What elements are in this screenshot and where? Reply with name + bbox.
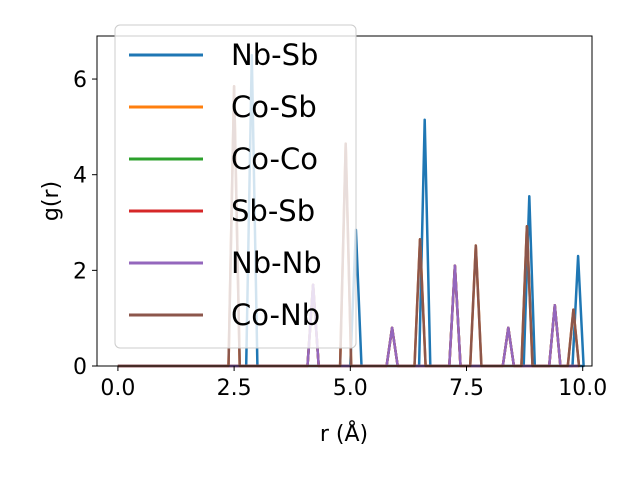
legend-label-nb-sb: Nb-Sb bbox=[231, 38, 318, 72]
x-axis: 0.0 2.5 5.0 7.5 10.0 bbox=[100, 366, 607, 401]
y-tick-label: 0 bbox=[73, 355, 87, 380]
legend-label-sb-sb: Sb-Sb bbox=[231, 194, 315, 228]
y-tick-label: 6 bbox=[73, 68, 87, 93]
legend-label-co-co: Co-Co bbox=[231, 142, 318, 176]
y-axis-title: g(r) bbox=[39, 181, 64, 221]
legend: Nb-Sb Co-Sb Co-Co Sb-Sb Nb-Nb Co-Nb bbox=[114, 24, 357, 349]
x-tick-label: 7.5 bbox=[449, 376, 484, 401]
y-tick-label: 4 bbox=[73, 164, 87, 189]
x-tick-label: 0.0 bbox=[100, 376, 135, 401]
x-tick-label: 10.0 bbox=[558, 376, 607, 401]
x-tick-label: 5.0 bbox=[333, 376, 368, 401]
y-axis: 0 2 4 6 bbox=[73, 68, 97, 380]
x-tick-label: 2.5 bbox=[217, 376, 252, 401]
legend-label-co-nb: Co-Nb bbox=[231, 298, 320, 332]
legend-label-nb-nb: Nb-Nb bbox=[231, 246, 322, 280]
x-axis-title: r (Å) bbox=[320, 420, 368, 447]
y-tick-label: 2 bbox=[73, 259, 87, 284]
legend-label-co-sb: Co-Sb bbox=[231, 90, 317, 124]
